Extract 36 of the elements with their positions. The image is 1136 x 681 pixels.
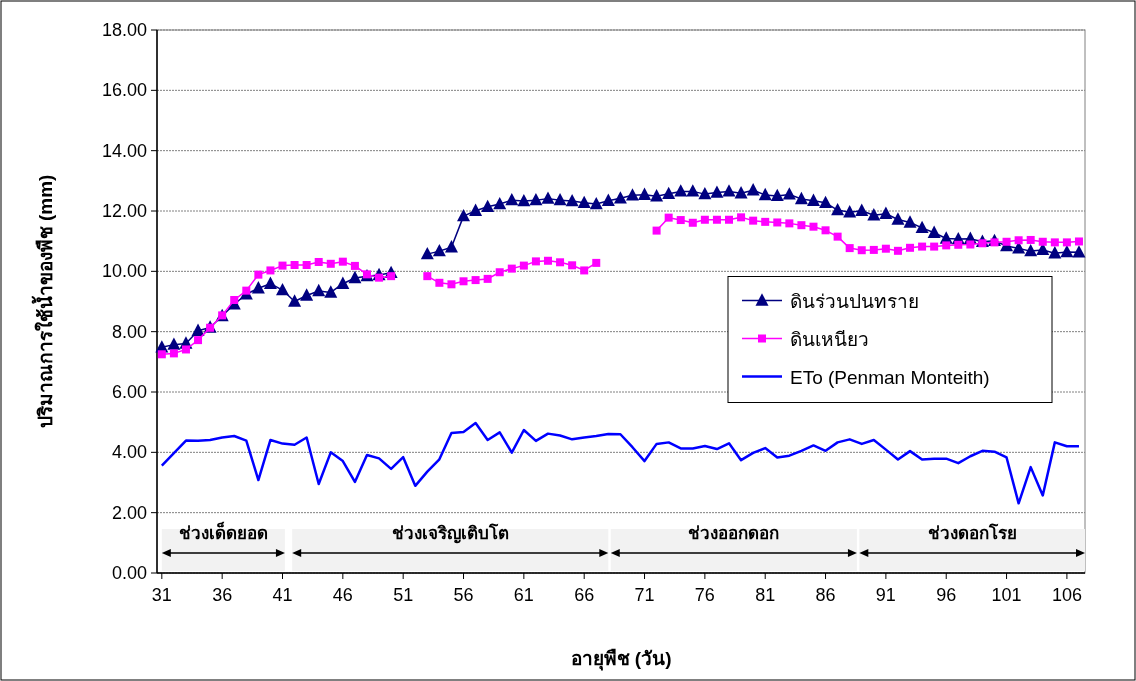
y-tick-label: 0.00 (111, 563, 147, 583)
band-label: ช่วงออกดอก (688, 524, 780, 543)
y-tick-label: 4.00 (111, 442, 147, 463)
y-tick-label: 8.00 (111, 321, 147, 342)
x-tick-label: 101 (991, 585, 1022, 605)
x-tick-label: 51 (393, 585, 414, 605)
x-axis-title: อายุพืช (วัน) (570, 648, 672, 671)
x-tick-label: 31 (151, 585, 172, 605)
x-tick-label: 41 (272, 585, 293, 605)
band-label: ช่วงดอกโรย (927, 523, 1017, 543)
x-tick-label: 66 (574, 585, 595, 605)
x-tick-label: 76 (694, 585, 715, 605)
x-tick-label: 46 (332, 585, 353, 605)
y-tick-label: 14.00 (101, 140, 147, 161)
y-axis-title: ปริมาณการใช้น้ำของพืช (mm) (31, 174, 56, 429)
band-label: ช่วงเจริญเติบโต (391, 523, 509, 544)
x-tick-label: 91 (875, 585, 896, 605)
legend-label: ดินร่วนปนทราย (790, 290, 919, 312)
line-series (160, 421, 1081, 505)
x-tick-label: 36 (212, 585, 233, 605)
y-tick-label: 2.00 (111, 502, 147, 523)
legend-label: ETo (Penman Monteith) (790, 366, 990, 388)
x-tick-label: 96 (936, 585, 957, 605)
y-tick-label: 6.00 (111, 382, 147, 402)
x-tick-label: 61 (513, 585, 534, 605)
x-tick-label: 56 (453, 585, 474, 605)
y-tick-label: 18.00 (101, 20, 147, 40)
y-tick-label: 10.00 (101, 261, 147, 282)
x-tick-label: 106 (1051, 585, 1082, 605)
legend-label: ดินเหนียว (790, 328, 869, 350)
y-tick-label: 12.00 (101, 201, 147, 221)
x-tick-label: 81 (755, 585, 776, 605)
x-tick-label: 71 (634, 585, 655, 605)
band-label: ช่วงเด็ดยอด (178, 521, 268, 543)
x-tick-label: 86 (815, 585, 836, 605)
y-tick-label: 16.00 (101, 80, 147, 101)
